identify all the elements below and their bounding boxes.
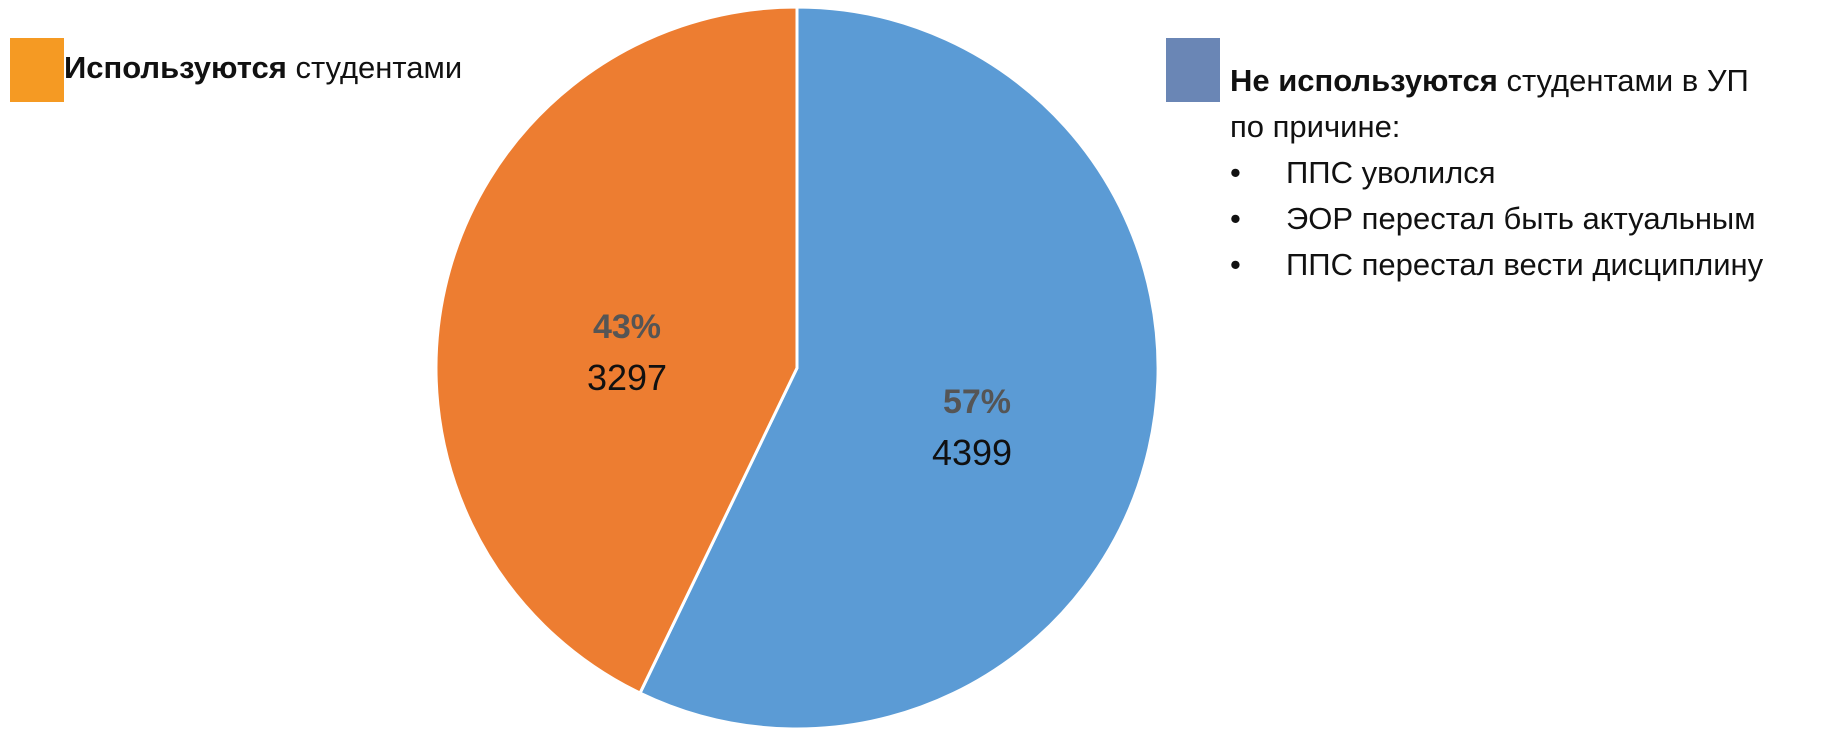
slice-percent-label: 57%	[943, 383, 1011, 421]
bullet-icon: •	[1230, 247, 1241, 282]
legend-used-bold: Используются	[64, 50, 287, 85]
pie-slices	[434, 5, 1160, 731]
legend-unused-line1: Не используются студентами в УП	[1230, 58, 1830, 104]
reason-item: • ЭОР перестал быть актуальным	[1230, 196, 1830, 242]
slice-value-label: 3297	[587, 357, 667, 398]
legend-unused-line2: по причине:	[1230, 109, 1401, 144]
legend-swatch-used	[10, 38, 64, 102]
reason-text: ППС перестал вести дисциплину	[1286, 247, 1764, 282]
legend-unused-rest: студентами в УП	[1497, 63, 1749, 98]
reason-item: • ППС уволился	[1230, 150, 1830, 196]
legend-used-rest: студентами	[286, 50, 463, 85]
reason-item: • ППС перестал вести дисциплину	[1230, 242, 1830, 288]
legend-used: Используются студентами	[64, 45, 462, 91]
bullet-icon: •	[1230, 155, 1241, 190]
reasons-list: • ППС уволился • ЭОР перестал быть актуаль…	[1230, 150, 1830, 288]
slice-percent-label: 43%	[593, 308, 661, 346]
pie-slice-unused	[638, 5, 1160, 731]
bullet-icon: •	[1230, 201, 1241, 236]
pie-slice-used	[434, 5, 799, 696]
pie-labels: 57% 4399 43% 3297	[587, 308, 1012, 473]
legend-swatch-unused	[1166, 38, 1220, 102]
reason-text: ЭОР перестал быть актуальным	[1286, 201, 1756, 236]
slice-value-label: 4399	[932, 432, 1012, 473]
legend-unused: Не используются студентами в УП по причи…	[1230, 58, 1830, 288]
legend-unused-bold: Не используются	[1230, 63, 1498, 98]
reason-text: ППС уволился	[1286, 155, 1496, 190]
